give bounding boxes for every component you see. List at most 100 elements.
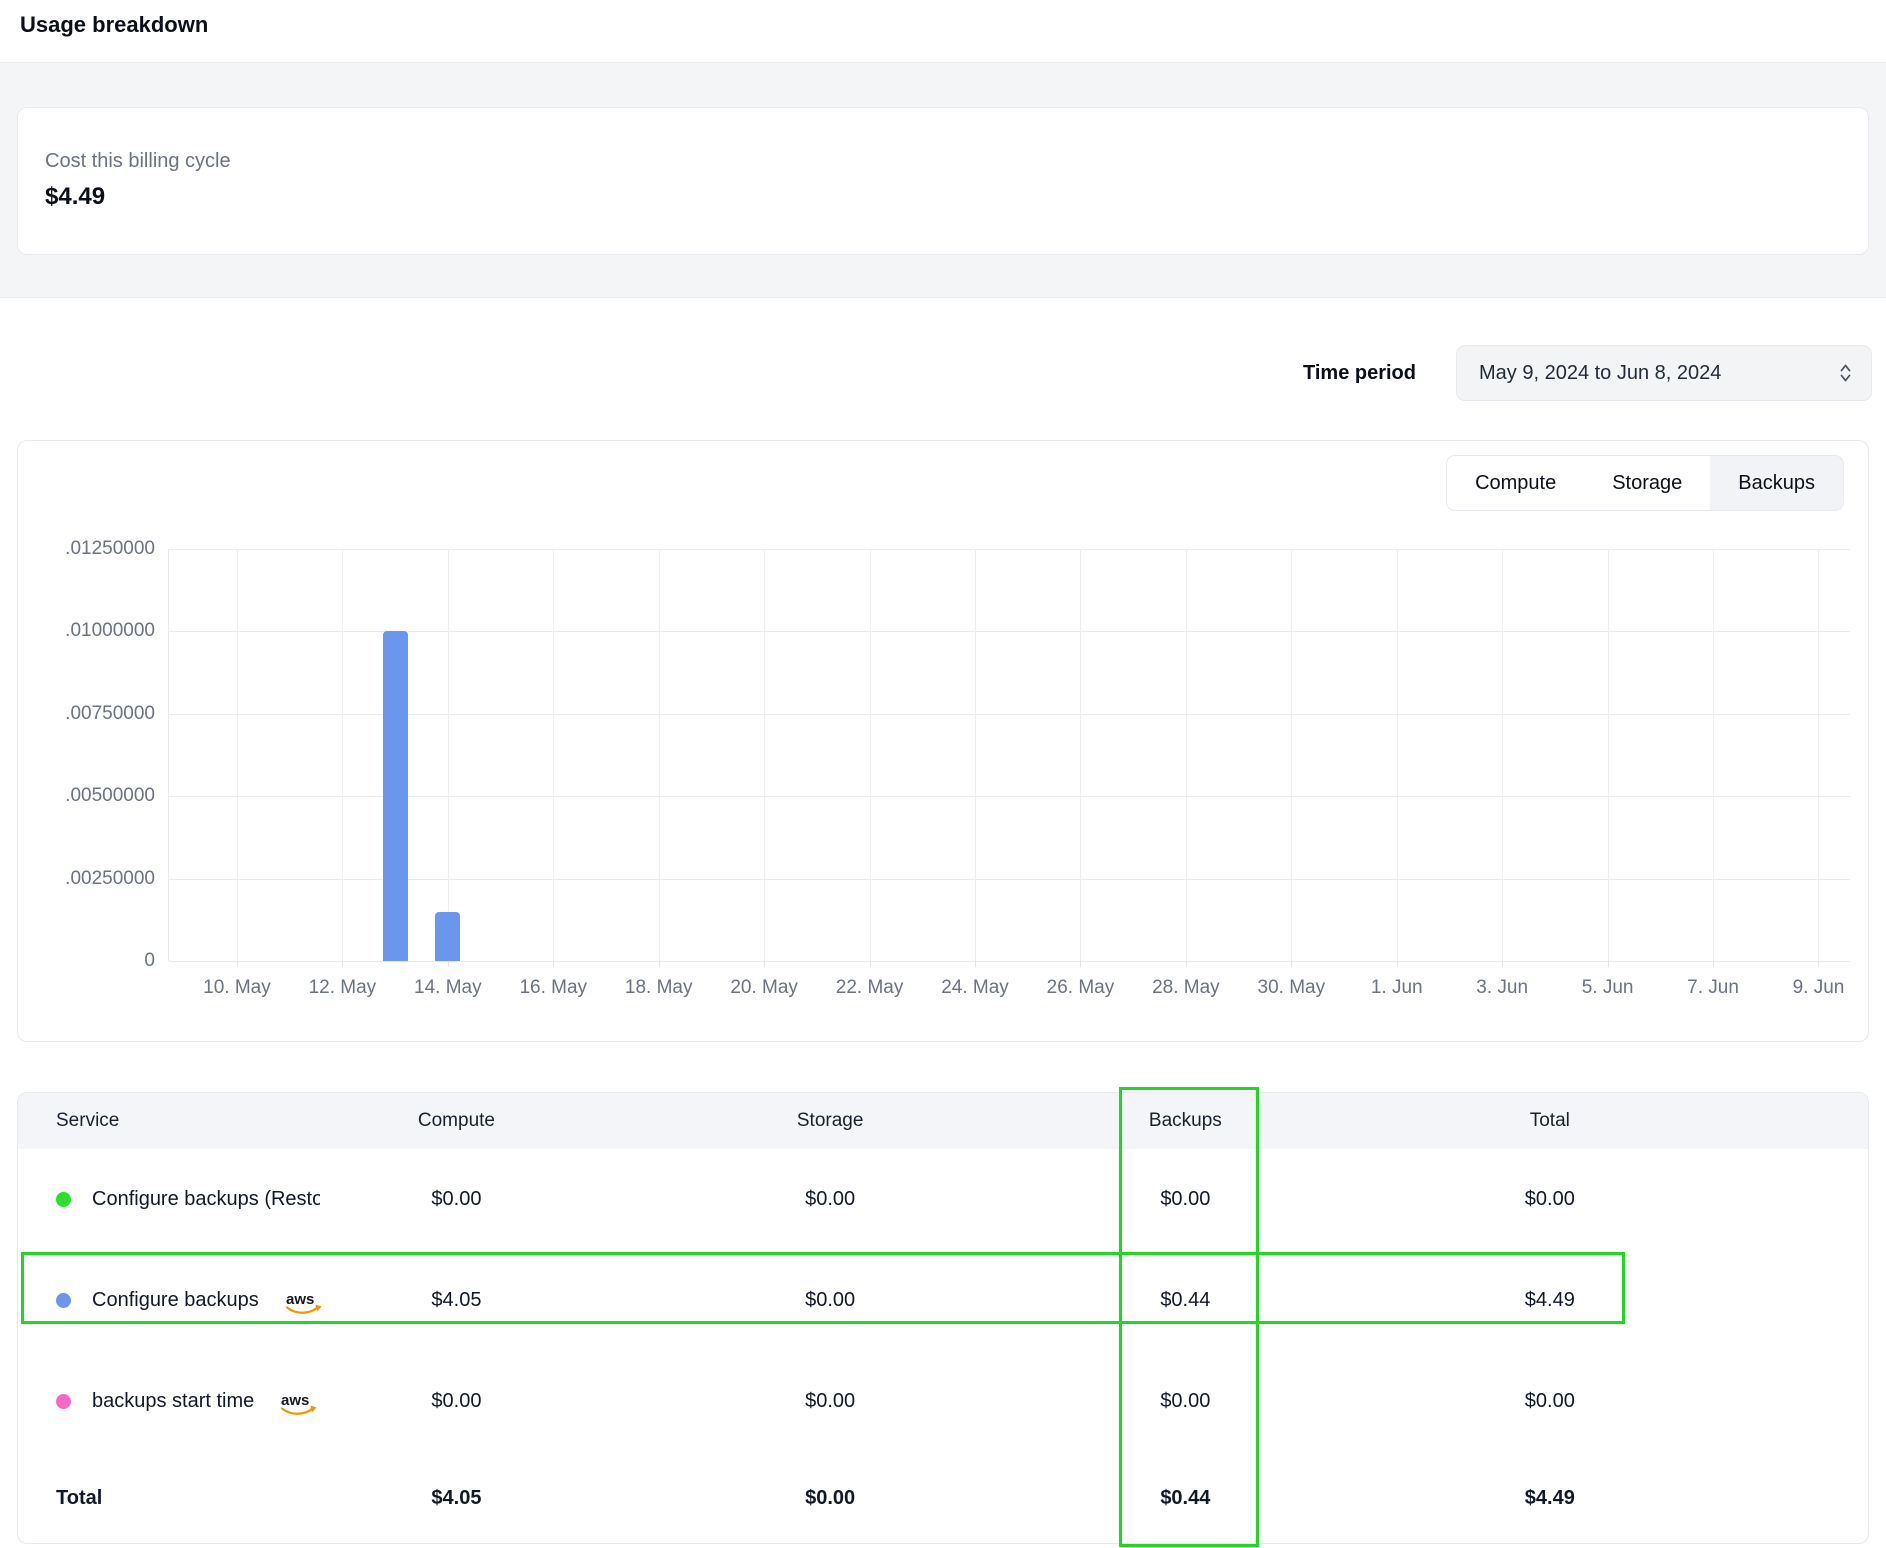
time-period-value: May 9, 2024 to Jun 8, 2024 [1479,361,1722,384]
x-axis-tick [1607,961,1609,967]
y-axis-tick-label: .01250000 [65,538,155,559]
x-axis-tick [869,961,871,967]
x-gridline [1396,549,1398,961]
y-axis-tick-label: .01000000 [65,620,155,642]
cost-value: $4.49 [45,183,106,210]
compute-value: $4.05 [431,1289,482,1311]
time-period-row: Time period May 9, 2024 to Jun 8, 2024 [0,345,1872,401]
billing-summary-band: Cost this billing cycle $4.49 [0,62,1886,298]
x-gridline [447,549,449,961]
service-cell: Configure backups aws [56,1250,326,1351]
y-gridline [169,713,1850,715]
usage-chart-card: Compute Storage Backups .01250000 .01000000… [17,440,1869,1042]
select-updown-chevron-icon [1838,362,1853,384]
aws-logo-icon: aws [281,1392,317,1415]
y-axis-tick-label: .00250000 [65,867,155,889]
column-header-total: Total [1529,1110,1570,1131]
service-name: Configure backups [92,1289,259,1311]
service-cell: backups start time aws [56,1351,321,1452]
backups-value: $0.00 [1160,1390,1211,1412]
total-storage-value: $0.00 [805,1487,856,1509]
x-axis-tick-label: 5. Jun [1581,977,1634,998]
x-gridline [1291,549,1293,961]
service-name: backups start time [92,1390,255,1412]
table-row-3: backups start time aws $0.00 $0.00 $0.00 $0.0… [18,1351,1868,1452]
aws-logo-icon: aws [285,1291,322,1314]
x-axis-tick-label: 22. May [835,977,904,998]
x-axis-tick [1185,961,1187,967]
table-row-1: Configure backups (Resto $0.00 $0.00 $0.00 $… [18,1149,1868,1250]
x-axis-tick [1291,961,1293,967]
x-axis-tick-label: 20. May [730,977,798,998]
storage-value: $0.00 [805,1390,856,1412]
x-gridline [1607,549,1609,961]
chart-bar-14-may[interactable] [435,911,461,961]
backups-value: $0.44 [1160,1289,1211,1311]
time-period-label: Time period [1303,361,1416,384]
compute-value: $0.00 [431,1188,482,1210]
total-value: $4.49 [1524,1289,1575,1311]
time-period-select[interactable]: May 9, 2024 to Jun 8, 2024 [1456,345,1872,401]
column-header-service: Service [56,1110,120,1131]
svg-text:aws: aws [281,1392,309,1409]
x-axis-tick [553,961,555,967]
total-value: $0.00 [1524,1390,1575,1412]
storage-value: $0.00 [805,1188,856,1210]
x-axis-tick-label: 3. Jun [1476,977,1529,998]
x-gridline [553,549,555,961]
page-title: Usage breakdown [20,12,209,37]
x-axis-tick-label: 28. May [1152,977,1220,998]
tab-storage[interactable]: Storage [1584,456,1711,510]
y-axis-tick-label: .00750000 [65,702,155,724]
series-color-dot-icon [56,1192,71,1207]
x-gridline [1080,549,1082,961]
table-header-row: Service Compute Storage Backups Total [18,1093,1868,1149]
x-gridline [1502,549,1504,961]
x-axis-tick [1818,961,1820,967]
y-axis-tick-label: 0 [144,950,155,971]
column-header-compute: Compute [417,1110,495,1131]
y-gridline [169,631,1850,633]
x-axis-tick [1396,961,1398,967]
tab-compute[interactable]: Compute [1447,456,1585,510]
compute-value: $0.00 [431,1390,482,1412]
x-gridline [1818,549,1820,961]
x-axis-tick [658,961,660,967]
x-gridline [764,549,766,961]
cost-card: Cost this billing cycle $4.49 [17,107,1869,255]
y-gridline [169,878,1850,880]
total-total-value: $4.49 [1524,1487,1575,1509]
total-backups-value: $0.44 [1160,1487,1211,1509]
x-axis-tick [236,961,238,967]
chart-metric-tabs: Compute Storage Backups [1446,455,1844,511]
x-axis-tick [1713,961,1715,967]
x-axis-tick-label: 24. May [941,977,1009,998]
y-gridline [169,549,1850,550]
total-row-label: Total [56,1487,103,1509]
x-axis-tick [1502,961,1504,967]
table-row-2: Configure backups aws $4.05 $0.00 $0.44 $4.49 [18,1250,1868,1351]
column-header-backups: Backups [1148,1110,1222,1131]
x-axis-tick [1080,961,1082,967]
chart-bar-13-may[interactable] [382,631,408,961]
series-color-dot-icon [56,1293,71,1308]
x-axis-tick-label: 1. Jun [1370,977,1423,998]
y-axis-tick-label: .00500000 [65,785,155,807]
x-axis-tick-label: 10. May [203,977,271,998]
x-axis-tick [447,961,449,967]
cost-label: Cost this billing cycle [45,150,231,172]
x-gridline [342,549,344,961]
x-axis-tick-label: 16. May [519,977,588,998]
x-gridline [658,549,660,961]
x-gridline [236,549,238,961]
x-axis-tick-label: 26. May [1046,977,1115,998]
x-axis-tick-label: 12. May [308,977,377,998]
x-axis-tick-label: 18. May [624,977,693,998]
tab-backups[interactable]: Backups [1710,456,1843,510]
x-axis-tick [975,961,976,967]
x-axis-tick [764,961,766,967]
svg-text:aws: aws [286,1291,314,1308]
x-axis-tick-label: 7. Jun [1687,977,1739,998]
x-axis-tick-label: 9. Jun [1792,977,1845,998]
total-value: $0.00 [1524,1188,1575,1210]
